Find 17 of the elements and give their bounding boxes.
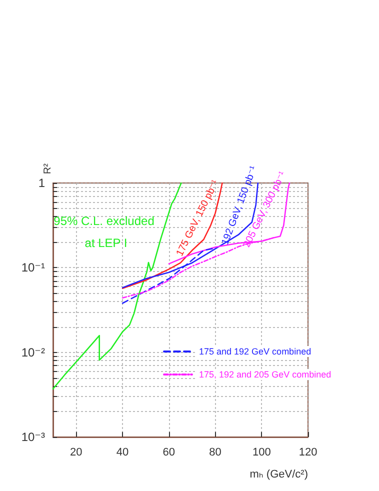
x-axis-title: mₕ (GeV/c²) xyxy=(250,468,308,480)
annotation: at LEP I xyxy=(84,236,128,250)
x-tick-label: 20 xyxy=(70,446,82,458)
y-tick-label: 1 xyxy=(38,176,46,190)
y-tick-label: 10⁻¹ xyxy=(21,260,45,275)
x-tick-label: 80 xyxy=(209,446,222,458)
legend-label: 175, 192 and 205 GeV combined xyxy=(199,370,332,380)
x-tick-label: 100 xyxy=(252,446,271,458)
legend-label: 175 and 192 GeV combined xyxy=(199,346,312,356)
x-tick-label: 120 xyxy=(298,446,318,458)
y-tick-label: 10⁻³ xyxy=(21,430,45,444)
annotation: 95% C.L. excluded xyxy=(54,214,154,228)
y-tick-label: 10⁻² xyxy=(21,345,45,360)
x-tick-label: 40 xyxy=(116,446,129,458)
x-tick-label: 60 xyxy=(162,446,176,458)
text: 175 GeV, 150 pb⁻¹ xyxy=(174,178,222,258)
y-axis-title: R² xyxy=(42,162,54,174)
